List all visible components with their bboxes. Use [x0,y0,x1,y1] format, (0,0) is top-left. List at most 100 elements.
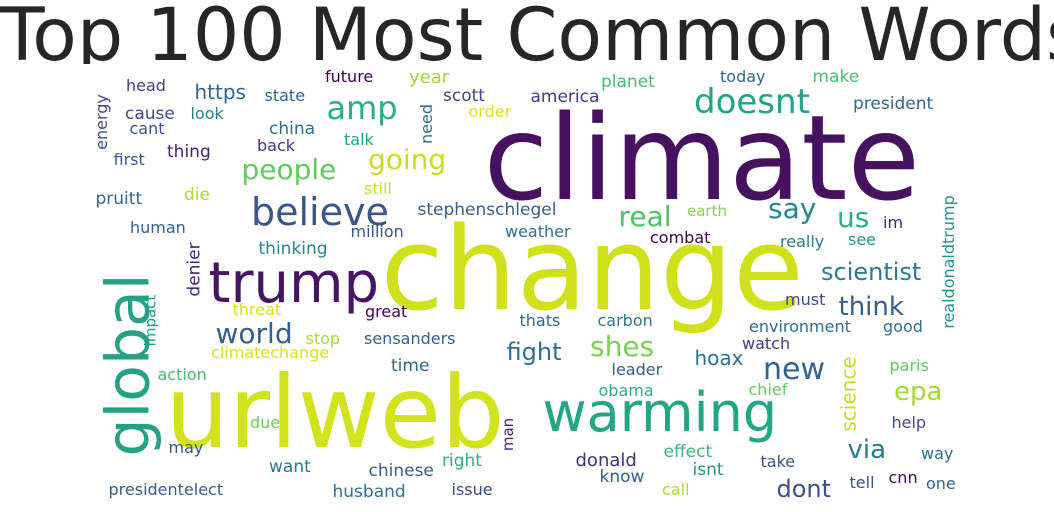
word-year: year [409,67,450,88]
word-today: today [720,67,766,86]
word-change: change [380,202,804,337]
word-presidentelect: presidentelect [108,480,224,499]
word-real: real [618,200,672,233]
word-say: say [768,192,817,225]
word-cnn: cnn [888,468,918,487]
word-state: state [264,86,306,105]
word-look: look [190,104,224,123]
word-trump: trump [208,251,380,316]
word-epa: epa [894,377,943,407]
word-good: good [883,317,923,336]
word-threat: threat [232,300,282,319]
word-back: back [257,136,296,155]
word-thinking: thinking [258,238,328,259]
word-earth: earth [687,201,727,220]
word-believe: believe [251,190,389,234]
word-donald: donald [575,450,637,471]
word-want: want [269,456,311,477]
word-thats: thats [519,311,561,330]
word-denier: denier [184,241,205,297]
word-people: people [241,153,337,186]
word-hoax: hoax [694,346,744,370]
word-make: make [812,66,860,87]
word-million: million [350,222,404,241]
word-due: due [250,413,281,432]
word-man: man [498,417,517,451]
word-president: president [853,93,934,114]
word-help: help [891,413,927,432]
word-going: going [368,143,447,176]
word-right: right [442,450,482,471]
word-https: https [194,80,246,104]
word-obama: obama [598,381,654,400]
word-planet: planet [601,71,655,92]
word-im: im [883,213,904,232]
word-amp: amp [326,89,398,127]
word-chief: chief [748,380,788,399]
word-future: future [325,67,374,86]
word-warming: warming [542,381,778,444]
word-scott: scott [443,85,485,106]
word-issue: issue [451,480,493,499]
word-new: new [763,352,826,387]
word-cause: cause [125,103,175,124]
word-effect: effect [663,441,713,462]
word-order: order [468,102,512,121]
word-stop: stop [305,329,341,348]
word-dont: dont [776,475,832,503]
word-china: china [269,118,316,139]
word-action: action [157,365,207,384]
word-sensanders: sensanders [364,329,456,348]
word-environment: environment [749,317,851,336]
word-chinese: chinese [368,460,434,481]
word-way: way [921,444,954,463]
word-shes: shes [590,330,655,363]
word-combat: combat [650,228,711,247]
word-first: first [113,150,145,169]
word-die: die [184,184,210,205]
word-climate: climate [483,89,921,227]
word-pruitt: pruitt [95,188,143,209]
word-carbon: carbon [597,311,653,330]
word-climatechange: climatechange [211,343,330,362]
word-energy: energy [91,94,111,150]
word-thing: thing [167,141,211,162]
word-time: time [391,355,430,376]
word-urlweb: urlweb [165,354,505,471]
word-husband: husband [332,481,406,502]
word-leader: leader [611,360,663,379]
word-tell: tell [849,473,875,492]
word-see: see [848,230,877,249]
word-head: head [126,76,166,95]
word-america: america [530,86,600,107]
word-us: us [837,201,870,234]
word-think: think [838,292,904,322]
word-scientist: scientist [821,258,922,286]
word-talk: talk [344,130,374,149]
word-impact: impact [141,294,160,346]
word-call: call [662,480,690,499]
word-fight: fight [506,338,562,366]
word-stephenschlegel: stephenschlegel [417,199,557,220]
word-still: still [364,179,392,198]
word-world: world [215,317,293,350]
word-weather: weather [505,222,571,241]
word-take: take [760,452,796,471]
word-must: must [785,290,826,309]
word-realdonaldtrump: realdonaldtrump [938,195,958,329]
word-science: science [836,356,861,432]
word-doesnt: doesnt [694,82,810,122]
word-watch: watch [742,334,791,353]
word-may: may [168,438,204,457]
word-really: really [780,232,825,251]
word-need: need [416,104,436,144]
word-paris: paris [889,356,929,375]
word-via: via [847,435,887,465]
word-great: great [365,302,408,321]
word-know: know [599,466,645,487]
word-one: one [926,474,956,493]
word-cloud: climate change urlweb warming global trump bel… [80,64,980,508]
word-isnt: isnt [692,459,724,480]
word-human: human [130,218,186,237]
word-cant: cant [129,119,165,138]
